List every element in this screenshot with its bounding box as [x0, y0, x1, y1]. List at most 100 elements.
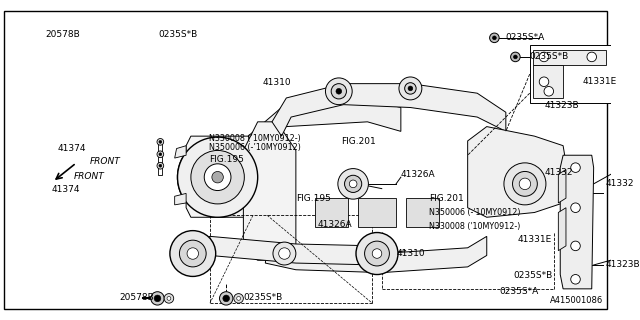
Polygon shape: [532, 50, 606, 65]
Polygon shape: [530, 45, 611, 103]
Polygon shape: [558, 208, 566, 251]
Polygon shape: [558, 170, 566, 203]
Circle shape: [234, 294, 243, 303]
Circle shape: [187, 248, 198, 259]
Circle shape: [164, 294, 173, 303]
Circle shape: [511, 52, 520, 62]
Circle shape: [336, 88, 342, 94]
Circle shape: [404, 83, 416, 94]
Circle shape: [490, 33, 499, 43]
Text: 0235S*B: 0235S*B: [243, 293, 283, 302]
Polygon shape: [468, 127, 568, 217]
Circle shape: [157, 151, 164, 158]
Text: 0235S*B: 0235S*B: [530, 52, 569, 61]
Text: 41326A: 41326A: [317, 220, 352, 228]
Circle shape: [220, 292, 233, 305]
Circle shape: [408, 86, 413, 91]
Circle shape: [212, 172, 223, 183]
Text: N330008 (’10MY0912-): N330008 (’10MY0912-): [209, 134, 301, 143]
Text: 41374: 41374: [52, 185, 81, 195]
Circle shape: [157, 139, 164, 145]
Text: 41326A: 41326A: [401, 170, 435, 179]
Circle shape: [540, 52, 548, 62]
Circle shape: [159, 153, 162, 156]
Circle shape: [204, 164, 231, 190]
Circle shape: [372, 249, 382, 258]
Circle shape: [273, 242, 296, 265]
Text: 41332: 41332: [606, 180, 634, 188]
Text: FIG.201: FIG.201: [429, 194, 464, 203]
Circle shape: [571, 203, 580, 212]
Text: N330008 ('10MY0912-): N330008 ('10MY0912-): [429, 222, 521, 231]
Circle shape: [399, 77, 422, 100]
Circle shape: [170, 231, 216, 276]
Text: 41331E: 41331E: [582, 77, 616, 86]
Polygon shape: [406, 198, 439, 227]
Polygon shape: [243, 122, 296, 260]
Polygon shape: [315, 198, 348, 227]
Text: 0235S*A: 0235S*A: [506, 33, 545, 42]
Bar: [159, 154, 163, 164]
Circle shape: [331, 84, 346, 99]
Circle shape: [191, 150, 244, 204]
Text: 0235S*B: 0235S*B: [513, 271, 552, 280]
Polygon shape: [248, 98, 401, 146]
Text: A415001086: A415001086: [550, 296, 603, 305]
Text: FIG.195: FIG.195: [296, 194, 331, 203]
Text: 20578B: 20578B: [119, 293, 154, 302]
Polygon shape: [186, 136, 258, 217]
Text: 0235S*A: 0235S*A: [500, 287, 539, 296]
Text: N350006 (-’10MY0912): N350006 (-’10MY0912): [209, 143, 301, 152]
Circle shape: [157, 162, 164, 169]
Circle shape: [204, 164, 231, 190]
Circle shape: [191, 150, 244, 204]
Text: FRONT: FRONT: [90, 157, 120, 166]
Circle shape: [278, 248, 290, 259]
Text: N350006 (-'10MY0912): N350006 (-'10MY0912): [429, 208, 521, 217]
Circle shape: [540, 77, 548, 86]
Polygon shape: [358, 198, 396, 227]
Circle shape: [159, 164, 162, 167]
Circle shape: [151, 292, 164, 305]
Text: 41310: 41310: [396, 249, 425, 258]
Circle shape: [571, 275, 580, 284]
Text: 0235S*B: 0235S*B: [159, 30, 198, 39]
Circle shape: [212, 172, 223, 183]
Circle shape: [571, 163, 580, 172]
Circle shape: [513, 172, 538, 196]
Circle shape: [492, 36, 496, 40]
Text: FIG.201: FIG.201: [341, 137, 376, 146]
Circle shape: [587, 52, 596, 62]
Circle shape: [159, 140, 162, 143]
Circle shape: [177, 137, 258, 217]
Polygon shape: [532, 65, 563, 98]
Circle shape: [349, 180, 357, 188]
Polygon shape: [175, 146, 186, 158]
Circle shape: [356, 233, 398, 275]
Circle shape: [177, 137, 258, 217]
Text: 20578B: 20578B: [46, 30, 81, 39]
Circle shape: [513, 55, 517, 59]
Circle shape: [154, 295, 161, 302]
Polygon shape: [560, 155, 594, 289]
Bar: [159, 166, 163, 175]
Circle shape: [504, 163, 546, 205]
Circle shape: [167, 297, 171, 300]
Circle shape: [326, 78, 352, 105]
Text: FIG.195: FIG.195: [209, 156, 244, 164]
Text: 41323B: 41323B: [545, 100, 579, 109]
Polygon shape: [175, 193, 186, 205]
Circle shape: [519, 178, 531, 189]
Circle shape: [344, 175, 362, 192]
Circle shape: [223, 295, 230, 302]
Circle shape: [338, 169, 369, 199]
Polygon shape: [179, 236, 387, 265]
Bar: [159, 142, 163, 151]
Text: 41331E: 41331E: [518, 235, 552, 244]
Polygon shape: [266, 236, 487, 273]
Circle shape: [179, 240, 206, 267]
Circle shape: [237, 297, 241, 300]
Polygon shape: [272, 84, 506, 136]
Circle shape: [571, 241, 580, 251]
Text: 41323B: 41323B: [606, 260, 640, 269]
